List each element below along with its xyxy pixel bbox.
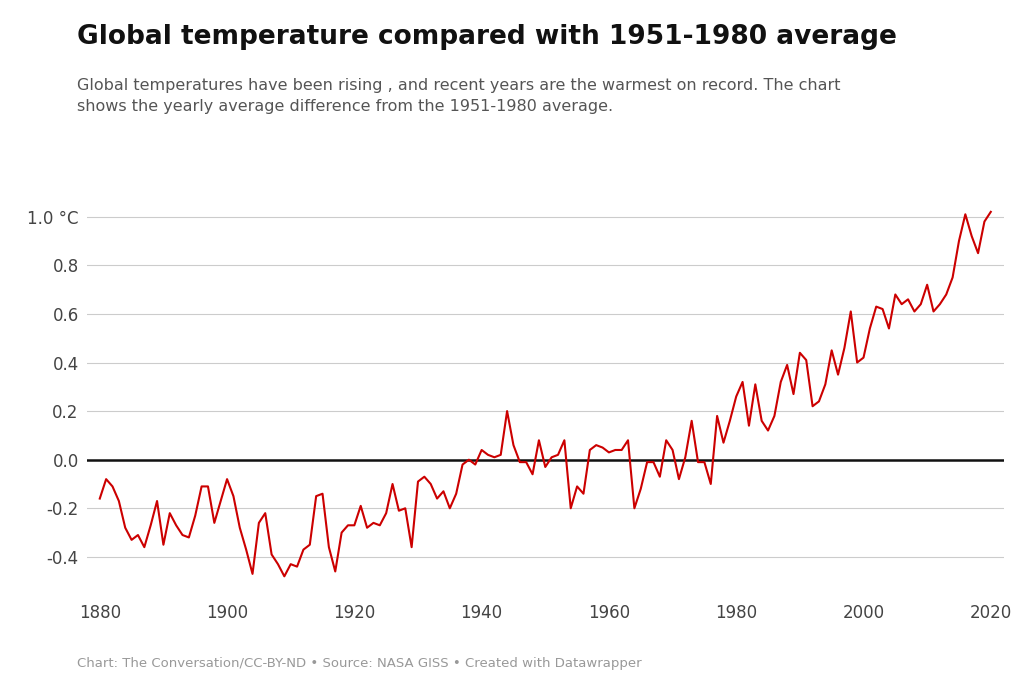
Text: Chart: The Conversation/CC-BY-ND • Source: NASA GISS • Created with Datawrapper: Chart: The Conversation/CC-BY-ND • Sourc… [77, 657, 641, 670]
Text: Global temperature compared with 1951-1980 average: Global temperature compared with 1951-19… [77, 24, 897, 50]
Text: Global temperatures have been rising , and recent years are the warmest on recor: Global temperatures have been rising , a… [77, 78, 841, 115]
